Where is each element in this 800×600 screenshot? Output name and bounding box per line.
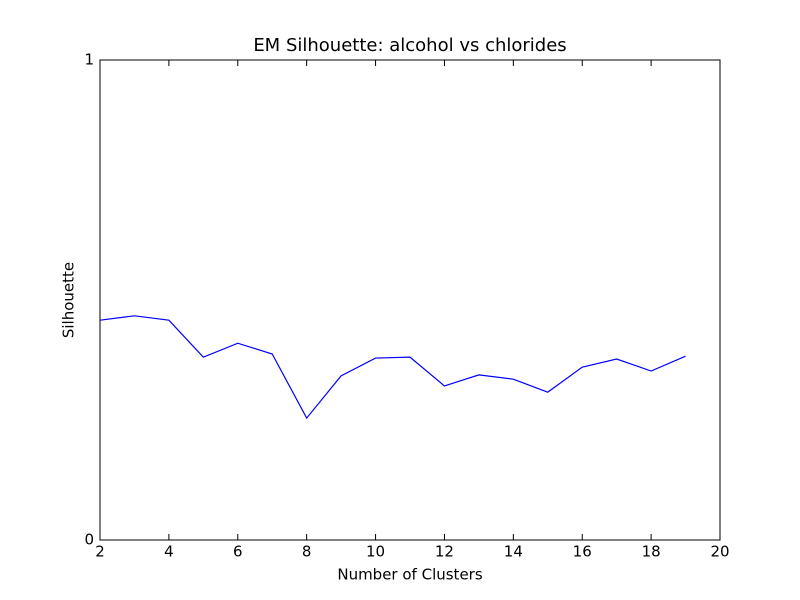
x-tick-label: 4 (164, 543, 174, 561)
x-tick-label: 12 (435, 543, 454, 561)
x-tick-label: 2 (95, 543, 105, 561)
y-tick-label: 1 (84, 51, 94, 69)
x-tick-label: 6 (233, 543, 243, 561)
plot-frame (99, 59, 721, 541)
data-line (99, 315, 686, 420)
x-tick-label: 18 (642, 543, 661, 561)
x-tick-label: 8 (302, 543, 312, 561)
x-tick-label: 16 (573, 543, 592, 561)
x-tick-label: 14 (504, 543, 523, 561)
chart-title: EM Silhouette: alcohol vs chlorides (253, 35, 566, 56)
x-axis-label: Number of Clusters (337, 566, 482, 584)
x-tick-label: 20 (710, 543, 729, 561)
y-axis-label: Silhouette (60, 262, 78, 338)
y-tick-label: 0 (84, 531, 94, 549)
x-tick-label: 10 (366, 543, 385, 561)
